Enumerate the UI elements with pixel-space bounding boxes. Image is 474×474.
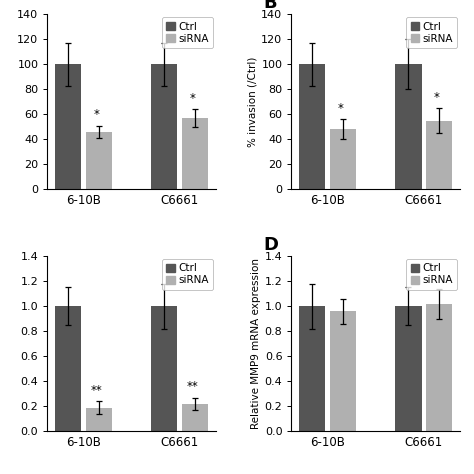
Y-axis label: % invasion (/Ctrl): % invasion (/Ctrl) [247, 57, 257, 147]
Bar [426, 120, 452, 190]
Legend: Ctrl, siRNA: Ctrl, siRNA [162, 259, 213, 290]
Text: *: * [190, 92, 196, 105]
Bar [86, 408, 112, 431]
Bar [299, 64, 325, 190]
Y-axis label: Relative MMP9 mRNA expression: Relative MMP9 mRNA expression [251, 258, 261, 429]
Bar [395, 64, 421, 190]
Text: **: ** [187, 380, 199, 393]
Bar [182, 404, 208, 431]
Text: *: * [434, 91, 439, 104]
Bar [151, 64, 177, 190]
Bar [330, 129, 356, 190]
Legend: Ctrl, siRNA: Ctrl, siRNA [406, 18, 456, 48]
Bar [330, 311, 356, 431]
Legend: Ctrl, siRNA: Ctrl, siRNA [162, 18, 213, 48]
Text: **: ** [91, 384, 102, 397]
Text: *: * [337, 102, 344, 115]
Text: B: B [263, 0, 277, 12]
Bar [426, 304, 452, 431]
Bar [55, 64, 82, 190]
Bar [182, 118, 208, 190]
Text: D: D [263, 236, 278, 254]
Bar [299, 306, 325, 431]
Bar [55, 306, 82, 431]
Legend: Ctrl, siRNA: Ctrl, siRNA [406, 259, 456, 290]
Bar [151, 306, 177, 431]
Text: *: * [93, 108, 100, 121]
Bar [86, 132, 112, 190]
Bar [395, 306, 421, 431]
